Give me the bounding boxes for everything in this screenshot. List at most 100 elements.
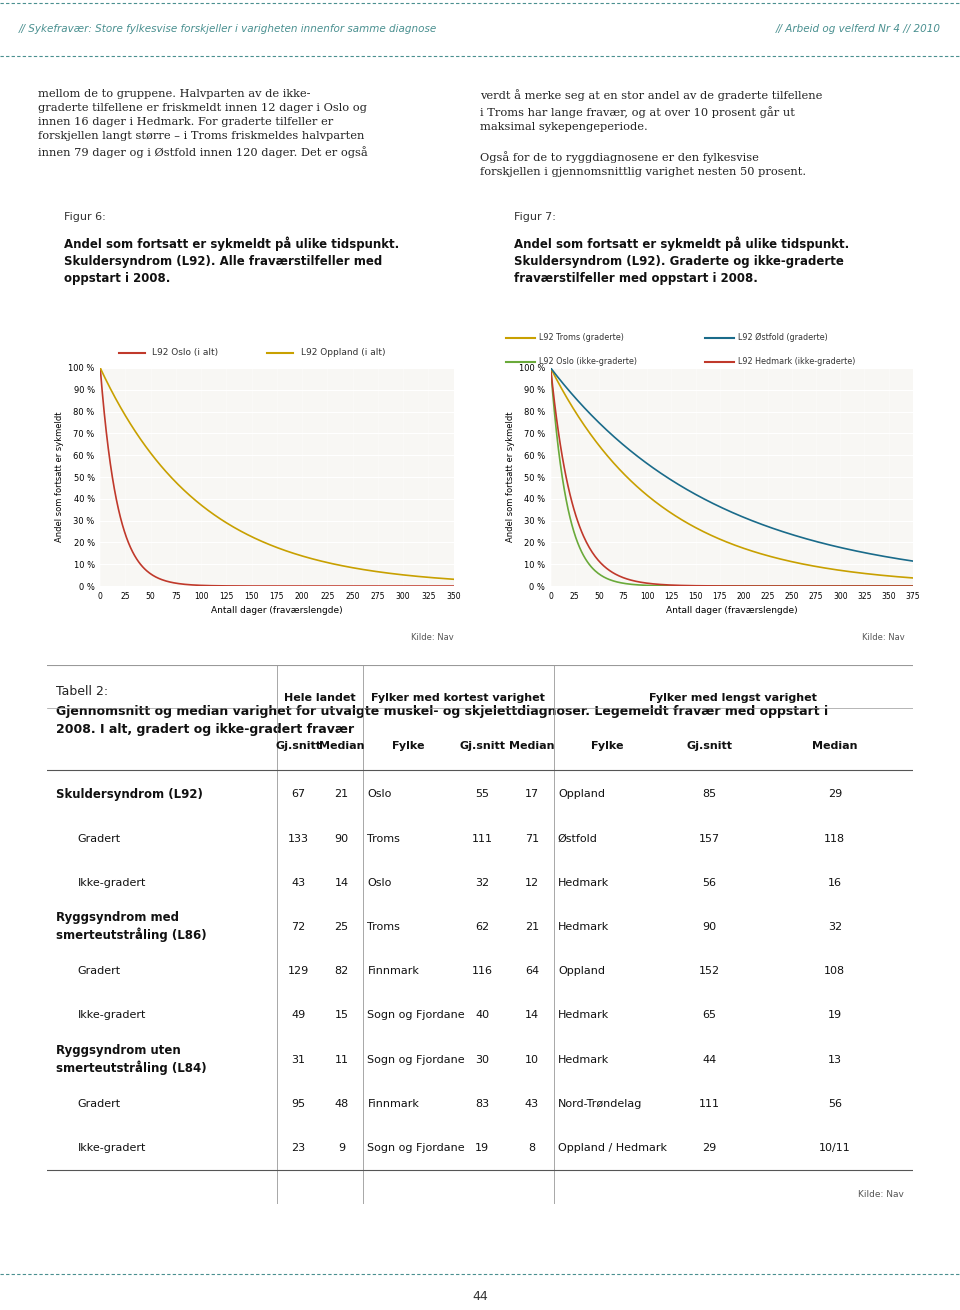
Text: L92 Hedmark (ikke-graderte): L92 Hedmark (ikke-graderte) <box>738 358 855 367</box>
Text: Ikke-gradert: Ikke-gradert <box>78 1144 146 1153</box>
Text: L92 Oppland (i alt): L92 Oppland (i alt) <box>300 348 385 358</box>
Text: 55: 55 <box>475 790 490 799</box>
Text: 43: 43 <box>291 878 305 888</box>
Text: 32: 32 <box>828 922 842 931</box>
Text: Gj.snitt: Gj.snitt <box>686 740 732 751</box>
Text: L92 Oslo (i alt): L92 Oslo (i alt) <box>152 348 218 358</box>
Text: L92 Østfold (graderte): L92 Østfold (graderte) <box>738 333 828 342</box>
Text: 10/11: 10/11 <box>819 1144 851 1153</box>
Text: Hedmark: Hedmark <box>558 878 610 888</box>
Text: 65: 65 <box>703 1010 716 1020</box>
Text: 14: 14 <box>334 878 348 888</box>
Text: Ryggsyndrom uten
smerteutstråling (L84): Ryggsyndrom uten smerteutstråling (L84) <box>56 1044 206 1076</box>
Text: 129: 129 <box>288 967 309 976</box>
Text: // Sykefravær: Store fylkesvise forskjeller i varigheten innenfor samme diagnose: // Sykefravær: Store fylkesvise forskjel… <box>19 25 438 34</box>
Text: 90: 90 <box>703 922 716 931</box>
Text: 11: 11 <box>334 1055 348 1065</box>
Text: Sogn og Fjordane: Sogn og Fjordane <box>368 1144 465 1153</box>
Text: verdt å merke seg at en stor andel av de graderte tilfellene
i Troms har lange f: verdt å merke seg at en stor andel av de… <box>480 89 823 177</box>
Text: Kilde: Nav: Kilde: Nav <box>411 633 454 642</box>
Text: 10: 10 <box>525 1055 539 1065</box>
Text: Gradert: Gradert <box>78 967 121 976</box>
Text: 30: 30 <box>475 1055 490 1065</box>
Text: L92 Troms (graderte): L92 Troms (graderte) <box>540 333 624 342</box>
Text: Oppland: Oppland <box>558 967 605 976</box>
Text: 17: 17 <box>525 790 539 799</box>
Text: Fylker med kortest varighet: Fylker med kortest varighet <box>372 693 545 702</box>
Text: Median: Median <box>509 740 555 751</box>
Text: Finnmark: Finnmark <box>368 967 420 976</box>
Text: Skuldersyndrom (L92): Skuldersyndrom (L92) <box>56 787 203 800</box>
Text: Østfold: Østfold <box>558 833 598 844</box>
Text: 111: 111 <box>699 1099 720 1108</box>
Text: Median: Median <box>319 740 364 751</box>
Text: 19: 19 <box>475 1144 490 1153</box>
Text: Sogn og Fjordane: Sogn og Fjordane <box>368 1055 465 1065</box>
Text: Hele landet: Hele landet <box>284 693 356 702</box>
Text: 71: 71 <box>525 833 539 844</box>
Text: // Arbeid og velferd Nr 4 // 2010: // Arbeid og velferd Nr 4 // 2010 <box>776 25 941 34</box>
Text: mellom de to gruppene. Halvparten av de ikke-
graderte tilfellene er friskmeldt : mellom de to gruppene. Halvparten av de … <box>38 89 368 159</box>
Text: Gradert: Gradert <box>78 833 121 844</box>
Text: Nord-Trøndelag: Nord-Trøndelag <box>558 1099 642 1108</box>
Text: 13: 13 <box>828 1055 842 1065</box>
Text: Oslo: Oslo <box>368 790 392 799</box>
Text: 62: 62 <box>475 922 490 931</box>
Text: 19: 19 <box>828 1010 842 1020</box>
Text: Ikke-gradert: Ikke-gradert <box>78 878 146 888</box>
Text: 95: 95 <box>291 1099 305 1108</box>
Text: Gj.snitt: Gj.snitt <box>276 740 322 751</box>
Y-axis label: Andel som fortsatt er sykmeldt: Andel som fortsatt er sykmeldt <box>55 411 64 542</box>
Text: Gj.snitt: Gj.snitt <box>459 740 505 751</box>
Text: 108: 108 <box>825 967 846 976</box>
Text: 43: 43 <box>525 1099 539 1108</box>
Text: Ikke-gradert: Ikke-gradert <box>78 1010 146 1020</box>
Text: 25: 25 <box>334 922 348 931</box>
Text: 56: 56 <box>828 1099 842 1108</box>
Text: 12: 12 <box>525 878 539 888</box>
Text: 56: 56 <box>703 878 716 888</box>
Text: 44: 44 <box>703 1055 716 1065</box>
Text: Oslo: Oslo <box>368 878 392 888</box>
Text: 23: 23 <box>291 1144 305 1153</box>
Text: Kilde: Nav: Kilde: Nav <box>858 1189 904 1199</box>
Text: Fylke: Fylke <box>591 740 624 751</box>
Text: 40: 40 <box>475 1010 490 1020</box>
Text: Fylker med lengst varighet: Fylker med lengst varighet <box>649 693 817 702</box>
Text: Median: Median <box>812 740 857 751</box>
Text: Figur 6:: Figur 6: <box>63 212 106 223</box>
Text: Finnmark: Finnmark <box>368 1099 420 1108</box>
Text: Troms: Troms <box>368 833 400 844</box>
Text: 15: 15 <box>334 1010 348 1020</box>
Y-axis label: Andel som fortsatt er sykmeldt: Andel som fortsatt er sykmeldt <box>506 411 515 542</box>
X-axis label: Antall dager (fraværslengde): Antall dager (fraværslengde) <box>666 607 798 616</box>
Text: 32: 32 <box>475 878 490 888</box>
X-axis label: Antall dager (fraværslengde): Antall dager (fraværslengde) <box>211 607 343 616</box>
Text: 85: 85 <box>703 790 716 799</box>
Text: 16: 16 <box>828 878 842 888</box>
Text: Ryggsyndrom med
smerteutstråling (L86): Ryggsyndrom med smerteutstråling (L86) <box>56 912 206 942</box>
Text: 152: 152 <box>699 967 720 976</box>
Text: Hedmark: Hedmark <box>558 1010 610 1020</box>
Text: Troms: Troms <box>368 922 400 931</box>
Text: 83: 83 <box>475 1099 490 1108</box>
Text: Tabell 2:: Tabell 2: <box>56 685 108 698</box>
Text: Oppland: Oppland <box>558 790 605 799</box>
Text: Figur 7:: Figur 7: <box>515 212 556 223</box>
Text: 9: 9 <box>338 1144 345 1153</box>
Text: Gjennomsnitt og median varighet for utvalgte muskel- og skjelettdiagnoser. Legem: Gjennomsnitt og median varighet for utva… <box>56 705 828 736</box>
Text: Fylke: Fylke <box>393 740 425 751</box>
Text: 29: 29 <box>828 790 842 799</box>
Text: 64: 64 <box>525 967 539 976</box>
Text: 90: 90 <box>334 833 348 844</box>
Text: 116: 116 <box>471 967 492 976</box>
Text: 118: 118 <box>825 833 846 844</box>
Text: Hedmark: Hedmark <box>558 922 610 931</box>
Text: 49: 49 <box>291 1010 305 1020</box>
Text: 82: 82 <box>334 967 348 976</box>
Text: 21: 21 <box>334 790 348 799</box>
Text: L92 Oslo (ikke-graderte): L92 Oslo (ikke-graderte) <box>540 358 637 367</box>
Text: Oppland / Hedmark: Oppland / Hedmark <box>558 1144 667 1153</box>
Text: Sogn og Fjordane: Sogn og Fjordane <box>368 1010 465 1020</box>
Text: 44: 44 <box>472 1290 488 1302</box>
